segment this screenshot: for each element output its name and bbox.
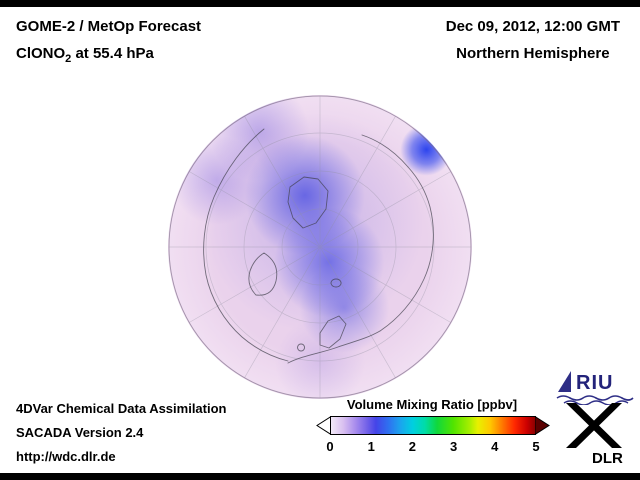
species-subscript: 2 <box>65 53 72 65</box>
colorbar-tick-1: 1 <box>367 439 375 454</box>
header-right: Dec 09, 2012, 12:00 GMT Northern Hemisph… <box>446 13 620 67</box>
colorbar-gradient <box>330 416 536 435</box>
map-overlay <box>168 95 472 399</box>
dlr-emblem-icon <box>566 403 622 448</box>
riu-logo-text: RIU <box>576 372 614 394</box>
riu-sail-icon <box>558 371 571 392</box>
coastlines <box>203 128 434 364</box>
version-label: SACADA Version 2.4 <box>16 425 144 440</box>
assimilation-label: 4DVar Chemical Data Assimilation <box>16 401 227 416</box>
colorbar-title: Volume Mixing Ratio [ppbv] <box>346 397 518 412</box>
product-title: GOME-2 / MetOp Forecast <box>16 18 202 35</box>
globe-rim <box>168 95 472 399</box>
colorbar-ticks: 0 1 2 3 4 5 <box>326 439 540 455</box>
species-name: ClONO <box>16 45 66 62</box>
colorbar-tick-0: 0 <box>326 439 334 454</box>
header-left: GOME-2 / MetOp Forecast ClONO2 at 55.4 h… <box>16 13 201 73</box>
hemisphere-label: Northern Hemisphere <box>456 45 610 62</box>
colorbar-tick-4: 4 <box>491 439 499 454</box>
colorbar-tick-5: 5 <box>532 439 540 454</box>
hemisphere-map <box>168 95 472 399</box>
bottom-border-bar <box>0 473 640 480</box>
riu-logo: RIU <box>556 369 636 407</box>
riu-waves-icon <box>556 395 634 405</box>
datetime-label: Dec 09, 2012, 12:00 GMT <box>445 18 620 35</box>
dlr-logo-text: DLR <box>592 450 623 467</box>
footer-credits: 4DVar Chemical Data Assimilation SACADA … <box>16 397 227 469</box>
colorbar-tick-3: 3 <box>449 439 458 454</box>
dlr-logo: DLR <box>566 402 632 470</box>
pressure-level: at 55.4 hPa <box>71 45 154 62</box>
website-label: http://wdc.dlr.de <box>16 449 116 464</box>
colorbar-left-arrow <box>316 416 331 435</box>
top-border-bar <box>0 0 640 7</box>
species-level-title: ClONO2 at 55.4 hPa <box>16 40 201 73</box>
colorbar-tick-2: 2 <box>408 439 417 454</box>
colorbar <box>316 416 550 435</box>
colorbar-right-arrow <box>535 416 550 435</box>
